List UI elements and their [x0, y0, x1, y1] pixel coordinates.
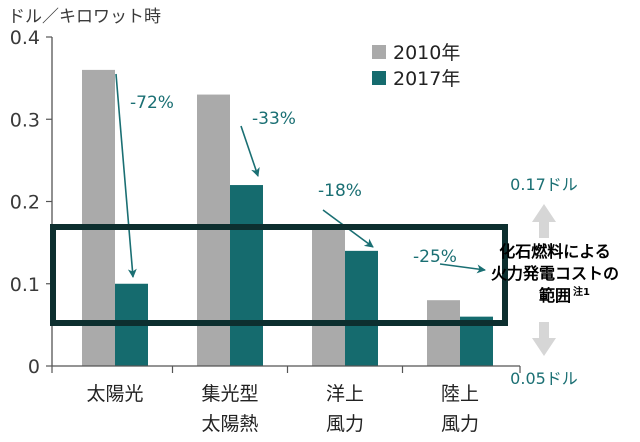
y-tick-label: 0 [28, 356, 40, 378]
change-arrow [240, 125, 260, 177]
bars [82, 69, 493, 367]
y-tick-label: 0.2 [10, 192, 40, 214]
category-label: 集光型 [201, 383, 258, 405]
y-tick-label: 0.3 [10, 109, 40, 131]
y-axis-unit-label: ドル／キロワット時 [8, 7, 161, 27]
category-label: 太陽熱 [201, 413, 258, 435]
category-label: 洋上 [326, 383, 364, 405]
change-label: -25% [413, 247, 457, 267]
change-label: -18% [318, 181, 362, 201]
range-callout-line: 火力発電コストの [491, 264, 619, 283]
range-callout-note: 注1 [573, 285, 590, 298]
bar-2010-1 [82, 69, 115, 367]
change-arrow [439, 263, 486, 274]
range-high-label: 0.17ドル [510, 175, 578, 194]
fossil-range-box [50, 224, 508, 326]
y-tick-label: 0.4 [10, 27, 40, 49]
category-label: 風力 [326, 413, 364, 435]
change-annotations: -72% -33% -18% -25% [115, 73, 486, 278]
y-tick-label: 0.1 [10, 274, 40, 296]
legend: 2010年 2017年 [372, 42, 460, 90]
change-label: -33% [252, 109, 296, 129]
bar-2017-2 [230, 185, 263, 366]
legend-label: 2010年 [393, 42, 460, 64]
bar-2017-3 [345, 250, 378, 366]
legend-swatch-2 [372, 71, 386, 85]
range-callout-line: 化石燃料による [499, 242, 611, 261]
range-up-arrow [532, 204, 556, 238]
bar-2010-4 [427, 300, 460, 366]
y-axis-ticks: 0 0.1 0.2 0.3 0.4 [10, 27, 52, 378]
change-label: -72% [130, 93, 174, 113]
change-arrow [115, 73, 137, 278]
category-label: 陸上 [441, 383, 479, 405]
legend-swatch-1 [372, 45, 386, 59]
range-down-arrow [532, 322, 556, 356]
range-low-label: 0.05ドル [510, 369, 578, 388]
range-callout-line: 範囲 [538, 286, 571, 305]
category-label: 太陽光 [86, 383, 143, 405]
bar-2010-3 [312, 226, 345, 366]
category-label: 風力 [441, 413, 479, 435]
legend-label: 2017年 [393, 68, 460, 90]
